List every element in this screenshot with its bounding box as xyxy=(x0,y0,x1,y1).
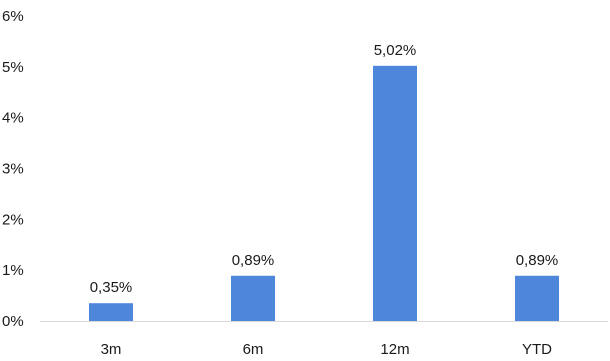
y-tick-label: 5% xyxy=(2,59,24,76)
y-tick-label: 6% xyxy=(2,8,24,25)
data-label: 0,89% xyxy=(232,252,275,269)
category-labels-group: 3m 6m 12m YTD xyxy=(101,341,553,358)
bar-ytd xyxy=(515,275,559,321)
data-label: 0,35% xyxy=(90,279,133,296)
bar-3m xyxy=(89,303,133,321)
x-tick-label: 6m xyxy=(243,341,264,358)
y-tick-label: 0% xyxy=(2,313,24,330)
data-label: 5,02% xyxy=(374,42,417,59)
y-tick-label: 3% xyxy=(2,161,24,178)
y-tick-label: 1% xyxy=(2,262,24,279)
x-tick-label: YTD xyxy=(522,341,552,358)
data-label: 0,89% xyxy=(516,252,559,269)
x-tick-label: 12m xyxy=(380,341,409,358)
bars-group xyxy=(89,65,559,321)
y-axis-ticks: 0% 1% 2% 3% 4% 5% 6% xyxy=(2,8,24,330)
y-tick-label: 4% xyxy=(2,110,24,127)
bar-12m xyxy=(373,65,417,321)
data-labels-group: 0,35% 0,89% 5,02% 0,89% xyxy=(90,42,559,296)
x-tick-label: 3m xyxy=(101,341,122,358)
bar-6m xyxy=(231,275,275,321)
y-tick-label: 2% xyxy=(2,211,24,228)
